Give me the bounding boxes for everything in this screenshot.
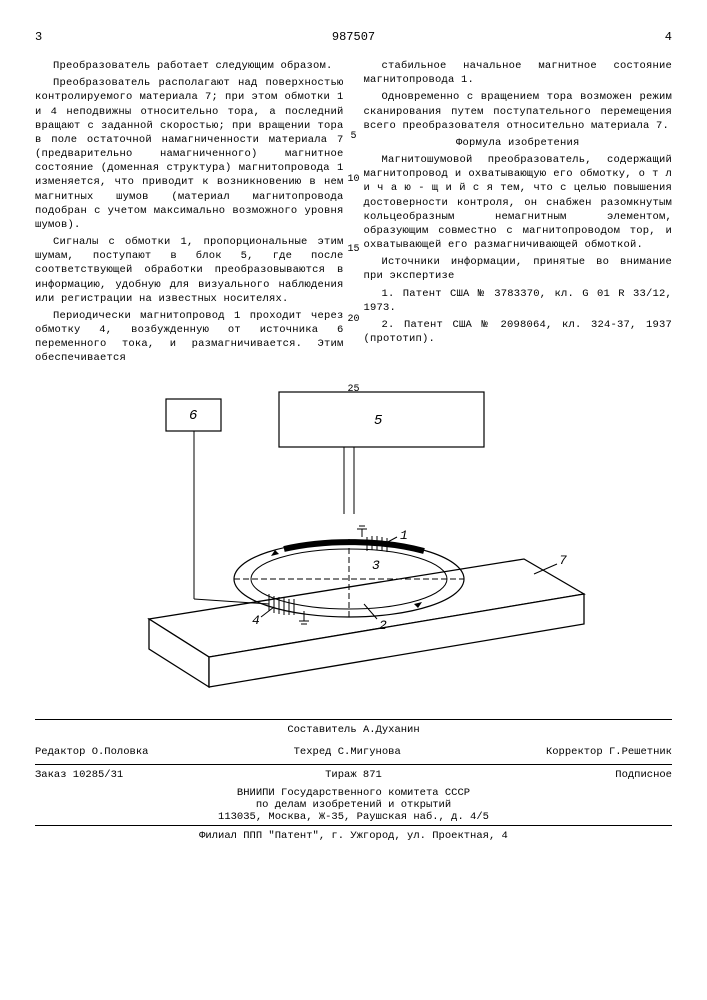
label-2: 2	[379, 618, 387, 633]
zakaz: Заказ 10285/31	[35, 769, 247, 781]
page-left: 3	[35, 30, 42, 44]
paragraph: стабильное начальное магнитное состояние…	[364, 59, 673, 87]
label-1: 1	[400, 528, 408, 543]
left-column: Преобразователь работает следующим образ…	[35, 59, 344, 369]
text-columns: 5 10 15 20 25 Преобразователь работает с…	[35, 59, 672, 369]
label-3: 3	[372, 558, 380, 573]
label-5: 5	[374, 413, 383, 429]
editor: Редактор О.Половка	[35, 746, 148, 758]
label-4: 4	[252, 613, 260, 628]
paragraph: Преобразователь работает следующим образ…	[35, 59, 344, 73]
line-number: 20	[347, 314, 359, 325]
org-line1: ВНИИПИ Государственного комитета СССР	[237, 787, 470, 799]
page-right: 4	[665, 30, 672, 44]
paragraph: Периодически магнитопровод 1 проходит че…	[35, 309, 344, 366]
paragraph: Одновременно с вращением тора возможен р…	[364, 90, 673, 133]
corrector: Корректор Г.Решетник	[546, 746, 672, 758]
label-7: 7	[559, 553, 567, 568]
techred: Техред С.Мигунова	[294, 746, 401, 758]
paragraph: Магнитошумовой преобразователь, содержащ…	[364, 153, 673, 252]
org-line2: по делам изобретений и открытий	[256, 799, 451, 811]
paragraph: 2. Патент США № 2098064, кл. 324-37, 193…	[364, 318, 673, 346]
diagram-area: 6 5	[35, 389, 672, 689]
line-number: 10	[347, 174, 359, 185]
line-number: 15	[347, 244, 359, 255]
footer-block: Составитель А.Духанин Редактор О.Половка…	[35, 719, 672, 846]
paragraph: Источники информации, принятые во вниман…	[364, 255, 673, 283]
right-column: стабильное начальное магнитное состояние…	[364, 59, 673, 369]
paragraph: Сигналы с обмотки 1, пропорциональные эт…	[35, 235, 344, 306]
arc-segment	[284, 542, 424, 551]
address-1: 113035, Москва, Ж-35, Раушская наб., д. …	[218, 811, 489, 823]
line-number: 25	[347, 384, 359, 395]
patent-number: 987507	[42, 30, 665, 44]
paragraph: Преобразователь располагают над поверхно…	[35, 76, 344, 232]
technical-diagram: 6 5	[114, 389, 594, 689]
address-2: Филиал ППП "Патент", г. Ужгород, ул. Про…	[199, 830, 508, 842]
compiler: Составитель А.Духанин	[287, 724, 419, 736]
line-number: 5	[350, 131, 356, 142]
paragraph: 1. Патент США № 3783370, кл. G 01 R 33/1…	[364, 287, 673, 315]
label-6: 6	[189, 408, 197, 424]
tirazh: Тираж 871	[247, 769, 459, 781]
podpisnoe: Подписное	[460, 769, 672, 781]
formula-title: Формула изобретения	[364, 136, 673, 150]
